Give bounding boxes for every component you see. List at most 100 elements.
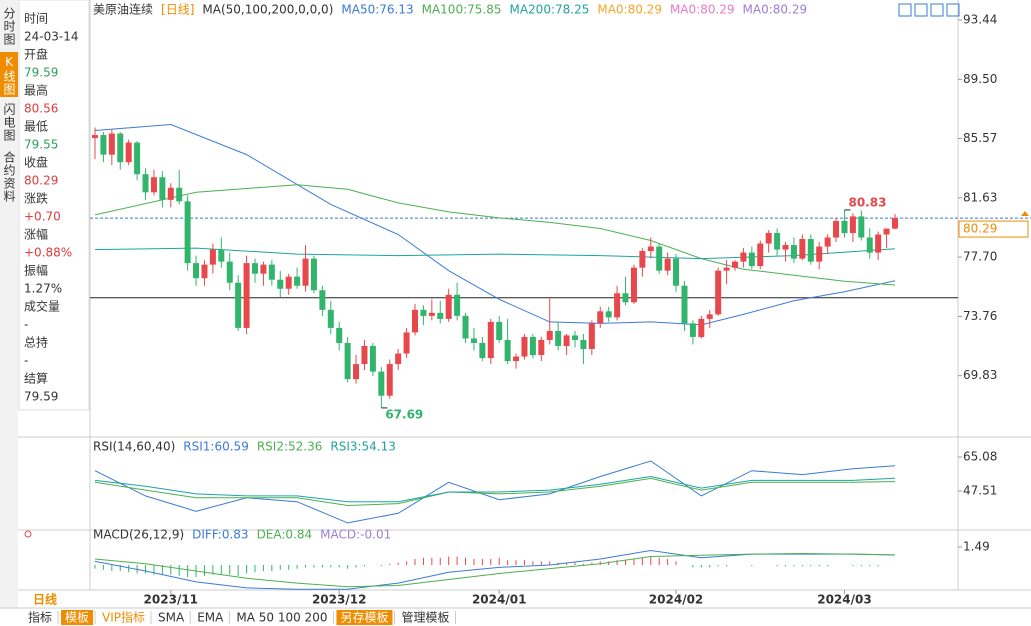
sidebar-tab[interactable]: 合约资料 xyxy=(2,150,16,203)
candle-body xyxy=(150,177,157,193)
candle-body xyxy=(588,323,595,350)
info-value: 80.56 xyxy=(24,102,58,116)
candle-body xyxy=(369,345,376,372)
legend-entry: MA0:80.29 xyxy=(743,3,808,17)
toolbar-button[interactable] xyxy=(397,610,454,625)
candle-body xyxy=(125,142,132,163)
icon[interactable] xyxy=(898,3,912,17)
legend-entry: RSI1:60.59 xyxy=(183,440,249,454)
candle-body xyxy=(630,267,637,303)
candle-body xyxy=(428,312,435,316)
legend-entry: MACD:-0.01 xyxy=(320,528,391,542)
candle-body xyxy=(176,187,183,202)
legend-entry: RSI(14,60,40) xyxy=(93,440,175,454)
legend-entry: MA200:78.25 xyxy=(509,3,589,17)
last-price-box xyxy=(958,220,1029,238)
y-tick-label: 81.63 xyxy=(963,190,997,204)
toolbar-label[interactable]: 另存模板 xyxy=(340,611,388,625)
x-tick-label: 2024/02 xyxy=(649,593,703,607)
candle-body xyxy=(496,321,503,340)
candle-body xyxy=(782,245,789,250)
toolbar-button[interactable] xyxy=(154,610,189,625)
legend-entry: MA100:75.85 xyxy=(422,3,502,17)
candle-body xyxy=(403,332,410,354)
candle-body xyxy=(252,263,258,274)
candle-body xyxy=(740,252,747,262)
candle-body xyxy=(706,314,713,319)
candle-body xyxy=(454,294,461,316)
toolbar-label[interactable]: 指标 xyxy=(28,610,52,625)
candle-body xyxy=(647,246,654,252)
info-value: +0.70 xyxy=(24,210,61,224)
toolbar-label[interactable]: SMA xyxy=(158,611,185,625)
info-value: +0.88% xyxy=(24,246,72,260)
y-tick-label: 47.51 xyxy=(963,484,997,498)
info-label: 最高 xyxy=(24,83,48,98)
toolbar-button[interactable] xyxy=(98,610,150,625)
candle-body xyxy=(353,364,360,380)
candle-body xyxy=(504,339,511,362)
window-icons[interactable] xyxy=(898,3,960,17)
candle-body xyxy=(521,336,528,357)
candle-body xyxy=(715,270,722,315)
toolbar-label[interactable]: MA 50 100 200 xyxy=(236,611,327,625)
candle-body xyxy=(302,258,309,286)
candle-body xyxy=(866,237,873,253)
toolbar-label[interactable]: VIP指标 xyxy=(102,610,145,625)
toolbar-label[interactable]: 模板 xyxy=(65,611,89,625)
toolbar-button[interactable] xyxy=(61,610,94,625)
sidebar-tab[interactable]: 闪电图 xyxy=(2,103,16,142)
candle-body xyxy=(420,309,427,316)
sidebar-tab[interactable]: K线图 xyxy=(2,55,16,96)
candle-body xyxy=(513,356,520,362)
toolbar-label[interactable]: EMA xyxy=(197,611,224,625)
candle-body xyxy=(656,246,663,271)
legend-entry: MACD(26,12,9) xyxy=(93,528,184,542)
legend-entry: MA50:76.13 xyxy=(341,3,413,17)
info-label: 结算 xyxy=(24,371,48,386)
candle-body xyxy=(858,216,865,238)
indicator-line xyxy=(94,552,896,588)
candle-body xyxy=(243,263,250,328)
candle-body xyxy=(529,336,536,356)
sidebar-tab[interactable]: 分时图 xyxy=(2,7,16,46)
info-label: 最低 xyxy=(24,120,48,134)
candle-body xyxy=(849,216,856,233)
sidebar xyxy=(0,0,18,608)
indicator-line xyxy=(94,477,896,507)
candle-body xyxy=(790,245,797,259)
candle-body xyxy=(437,312,444,319)
toolbar-button[interactable] xyxy=(24,610,57,625)
toolbar-button[interactable] xyxy=(336,610,393,625)
x-tick-label: 2024/01 xyxy=(472,593,526,607)
legend-entry: [日线] xyxy=(161,3,194,17)
toolbar-button[interactable] xyxy=(193,610,228,625)
icon[interactable] xyxy=(914,3,928,17)
info-value: 24-03-14 xyxy=(24,30,78,44)
toolbar-label[interactable]: 管理模板 xyxy=(401,610,449,625)
info-label: 振幅 xyxy=(24,263,48,278)
period-label[interactable]: 日线 xyxy=(33,592,57,607)
info-label: 总持 xyxy=(24,335,48,350)
candle-body xyxy=(748,252,755,267)
candle-body xyxy=(698,318,705,337)
indicator-line xyxy=(94,184,896,286)
y-tick-label: 93.44 xyxy=(963,12,997,26)
candle-body xyxy=(344,342,351,380)
candle-body xyxy=(294,276,301,286)
icon[interactable] xyxy=(946,3,960,17)
settings-icon[interactable] xyxy=(24,530,32,538)
y-tick-label: 89.50 xyxy=(963,72,997,86)
candle-body xyxy=(555,330,562,346)
candle-body xyxy=(142,174,149,193)
last-price-label: 80.29 xyxy=(963,222,997,236)
tab-active xyxy=(0,52,18,97)
indicator-line xyxy=(94,460,896,524)
candle-body xyxy=(100,135,107,155)
candle-body xyxy=(681,285,688,324)
info-value: 79.55 xyxy=(24,138,58,152)
candle-body xyxy=(108,133,115,155)
toolbar-button[interactable] xyxy=(232,610,332,625)
icon[interactable] xyxy=(930,3,944,17)
candle-body xyxy=(159,177,166,200)
